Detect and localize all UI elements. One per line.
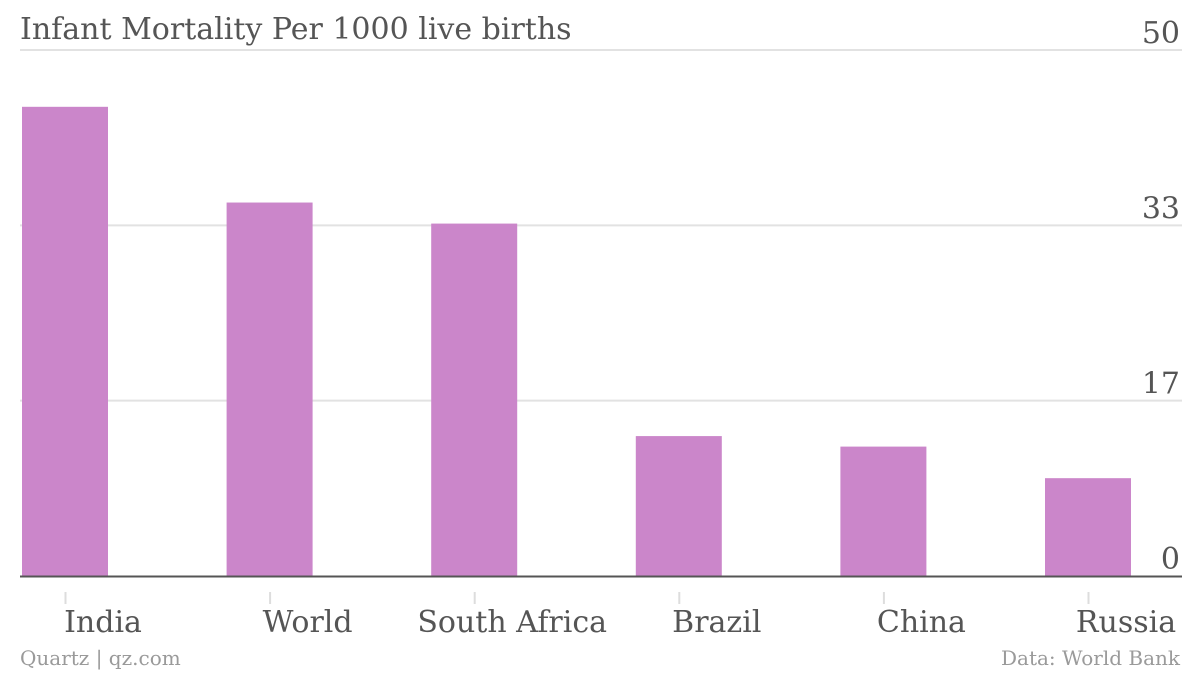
y-tick-label: 17 [1142,367,1180,402]
bars [22,106,1131,577]
category-label: Russia [1076,605,1176,640]
x-axis [20,575,1182,604]
y-tick-label: 33 [1142,191,1180,226]
bar-russia [1045,478,1131,576]
y-tick-labels: 0 17 33 50 [1142,16,1180,577]
data-source: Data: World Bank [1001,646,1180,670]
chart-title: Infant Mortality Per 1000 live births [20,12,572,47]
gridlines [20,49,1182,402]
bar-world [226,202,313,577]
bar-china [840,446,927,576]
category-label: Brazil [672,605,761,640]
bar-south-africa [431,223,518,576]
category-label: India [64,605,142,640]
bar-india [22,106,108,577]
y-tick-label: 50 [1142,16,1180,51]
y-tick-label: 0 [1161,542,1180,577]
category-label: China [877,605,966,640]
source-credit: Quartz | qz.com [20,646,181,670]
category-label: World [263,605,353,640]
category-labels: India World South Africa Brazil China Russia [64,605,1176,640]
bar-brazil [635,436,722,576]
category-label: South Africa [417,605,607,640]
